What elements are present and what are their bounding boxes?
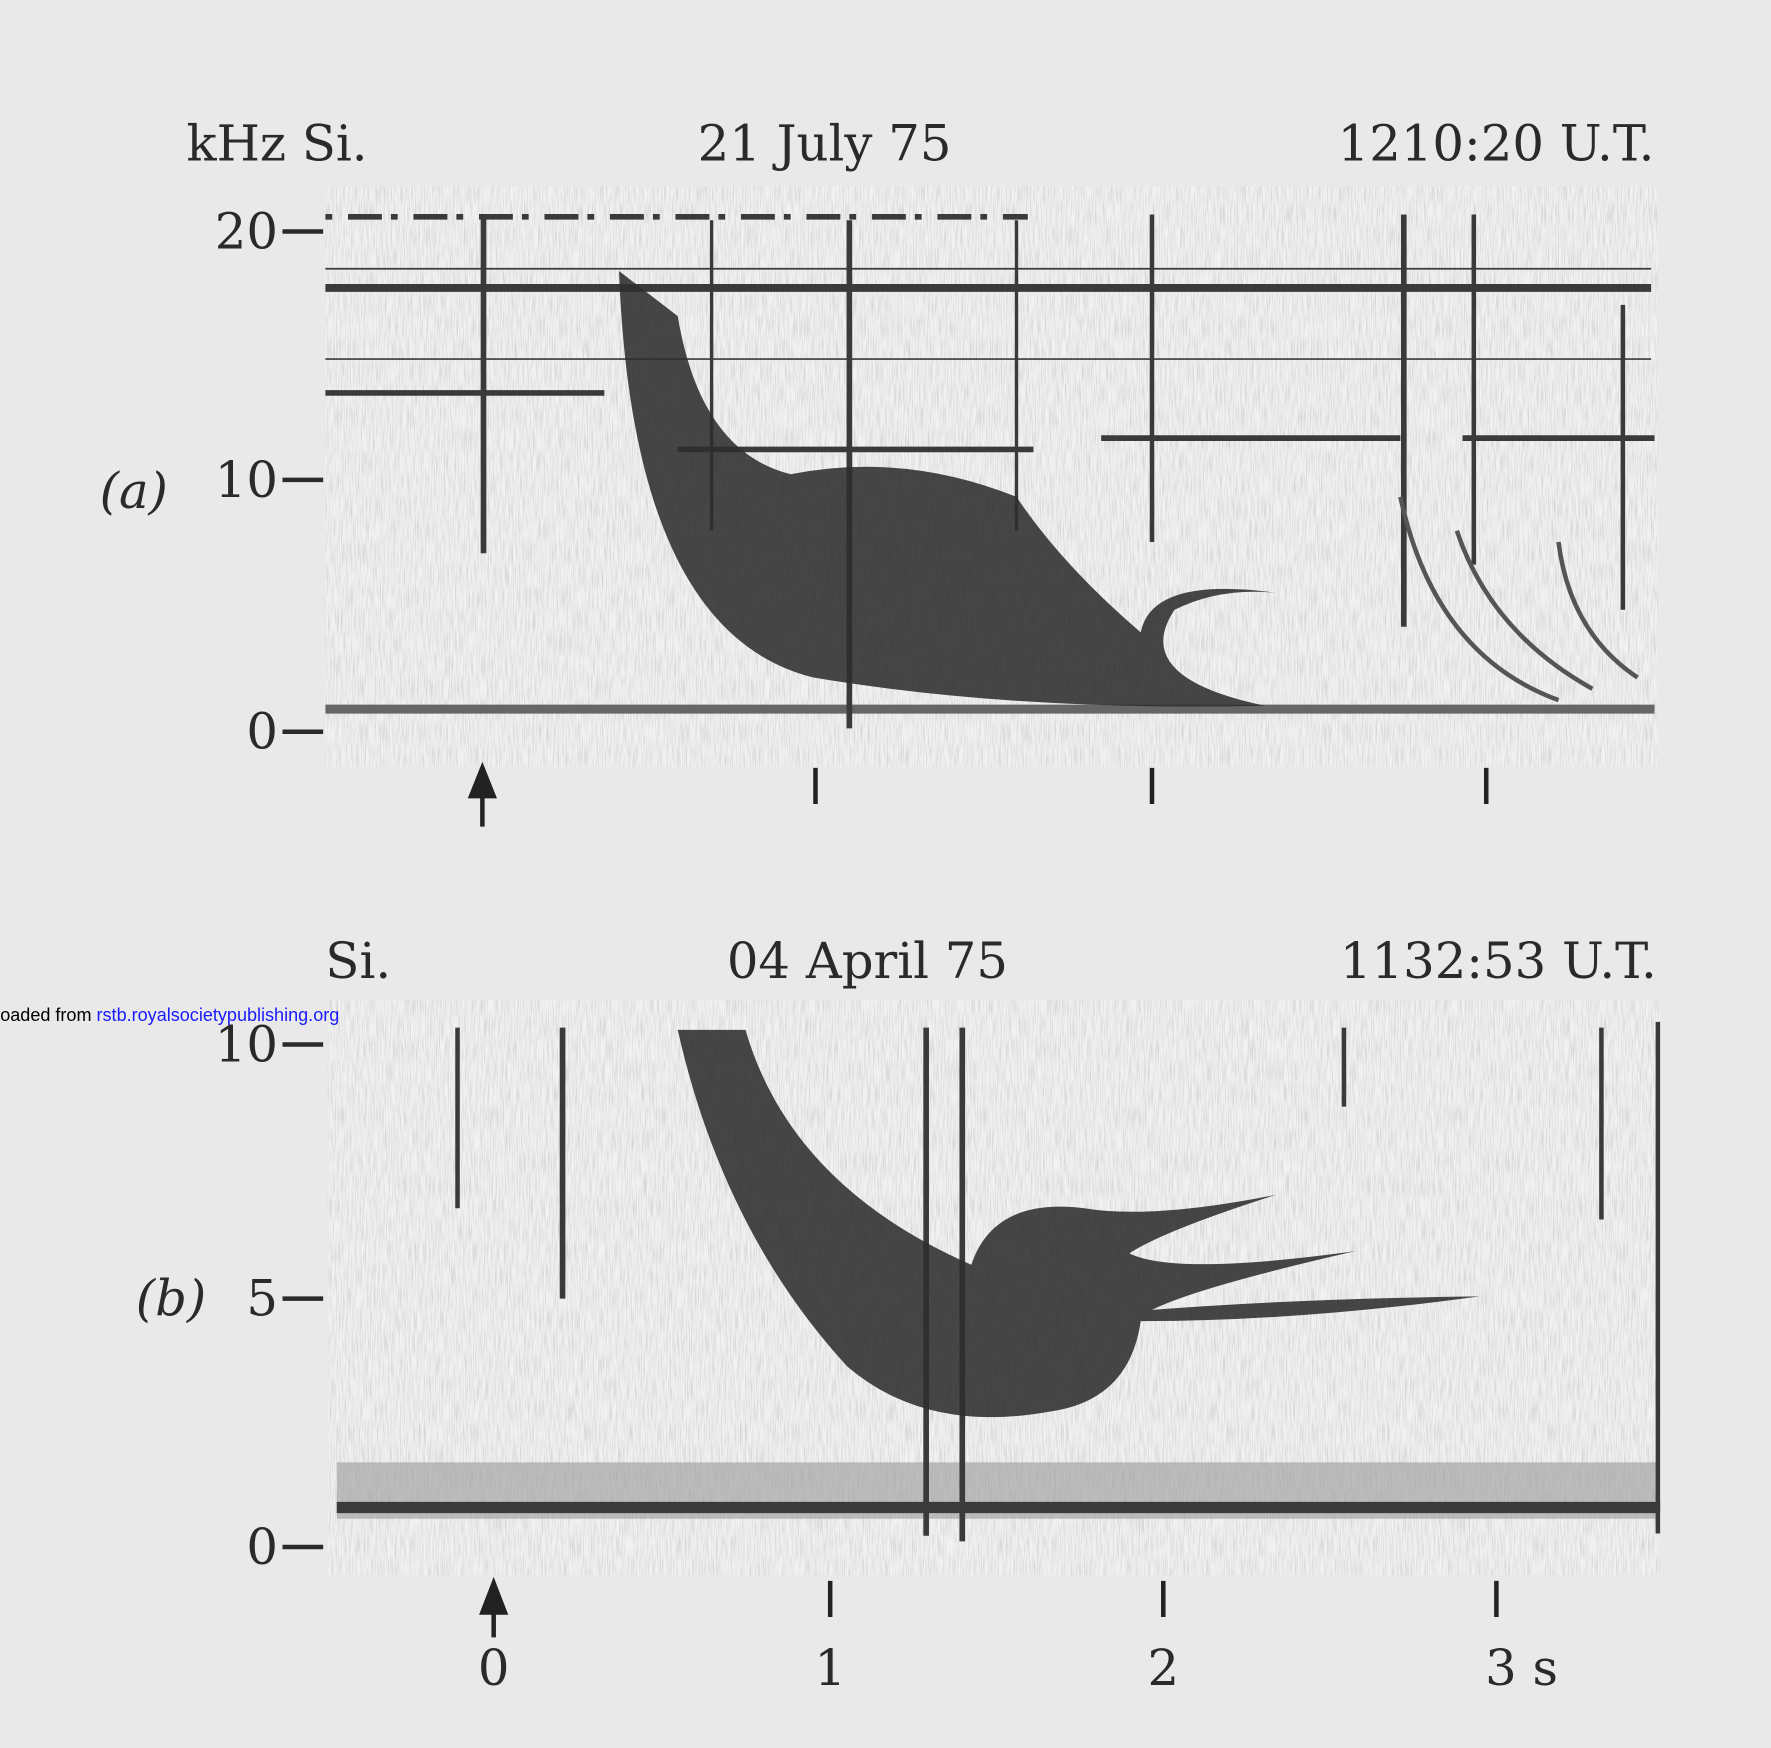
panel-a: kHz Si. 21 July 75 1210:20 U.T. (a) 20 10… xyxy=(100,114,1658,826)
x-tick-label: 0 xyxy=(478,1639,510,1697)
header-center: 21 July 75 xyxy=(698,114,952,172)
page: Spectrogram figure {"panel_a": {"header"… xyxy=(0,0,1771,1748)
x-tick-label: 1 xyxy=(814,1639,846,1697)
panel-label: (a) xyxy=(100,462,168,520)
x-tick-label: 3 s xyxy=(1485,1639,1558,1697)
header-left: Si. xyxy=(325,932,391,990)
header-right: 1210:20 U.T. xyxy=(1338,114,1655,172)
x-tick-label: 2 xyxy=(1147,1639,1179,1697)
figure: kHz Si. 21 July 75 1210:20 U.T. (a) 2010… xyxy=(0,0,1771,1748)
y-tick-label: 20 xyxy=(215,202,278,260)
watermark: oaded from rstb.royalsocietypublishing.o… xyxy=(0,1005,339,1025)
header-left: kHz Si. xyxy=(187,114,368,172)
y-tick-label: 10 xyxy=(215,451,278,509)
panel-label: (b) xyxy=(136,1270,207,1328)
y-tick-label: 0 xyxy=(246,703,278,761)
header-center: 04 April 75 xyxy=(727,932,1008,990)
y-tick-label: 5 xyxy=(246,1270,278,1328)
body: kHz Si. 21 July 75 1210:20 U.T. (a) 2010… xyxy=(0,0,1771,1748)
watermark-link[interactable]: rstb.royalsocietypublishing.org xyxy=(97,1005,340,1025)
y-tick-label: 0 xyxy=(246,1518,278,1576)
header-right: 1132:53 U.T. xyxy=(1340,932,1657,990)
watermark-prefix: oaded from xyxy=(0,1005,91,1025)
